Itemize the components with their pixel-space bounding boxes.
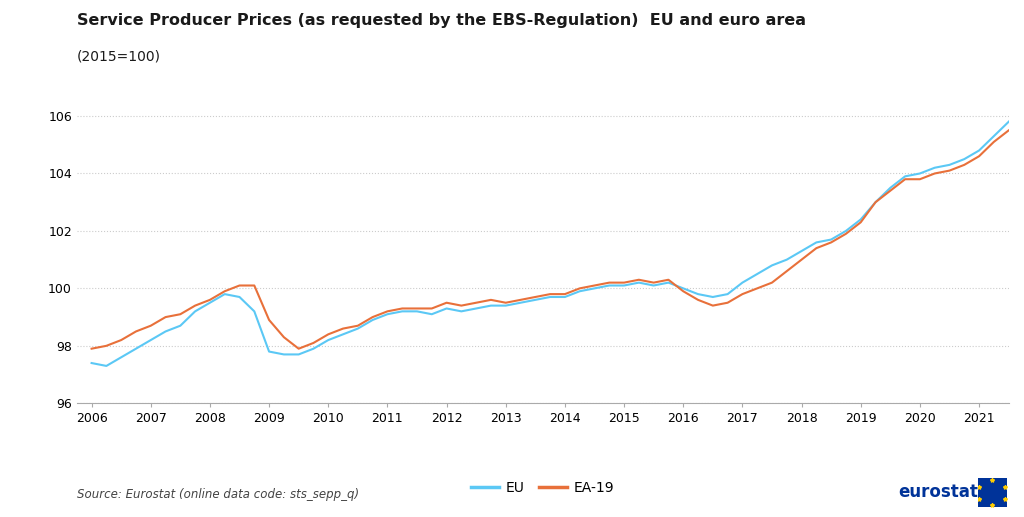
Text: Service Producer Prices (as requested by the EBS-Regulation)  EU and euro area: Service Producer Prices (as requested by… [77, 13, 806, 28]
EA-19 [85, 345, 97, 352]
EU [707, 294, 719, 300]
Legend: EU, EA-19: EU, EA-19 [466, 475, 620, 500]
EU [617, 282, 630, 288]
EA-19 [603, 280, 615, 286]
EU [484, 302, 497, 309]
Text: Source: Eurostat (online data code: sts_sepp_q): Source: Eurostat (online data code: sts_… [77, 489, 359, 501]
EU [218, 291, 230, 297]
EA-19 [204, 297, 216, 303]
EA-19 [692, 297, 705, 303]
EU [1017, 104, 1024, 111]
EA-19 [1017, 119, 1024, 125]
Text: (2015=100): (2015=100) [77, 49, 161, 63]
EU [85, 360, 97, 366]
EA-19 [677, 288, 689, 294]
EU [692, 291, 705, 297]
Line: EU: EU [91, 108, 1023, 366]
EA-19 [470, 300, 482, 306]
EU [100, 363, 113, 369]
EA-19 [544, 291, 556, 297]
Text: eurostat: eurostat [898, 483, 978, 501]
EU [559, 294, 571, 300]
Line: EA-19: EA-19 [91, 122, 1023, 348]
